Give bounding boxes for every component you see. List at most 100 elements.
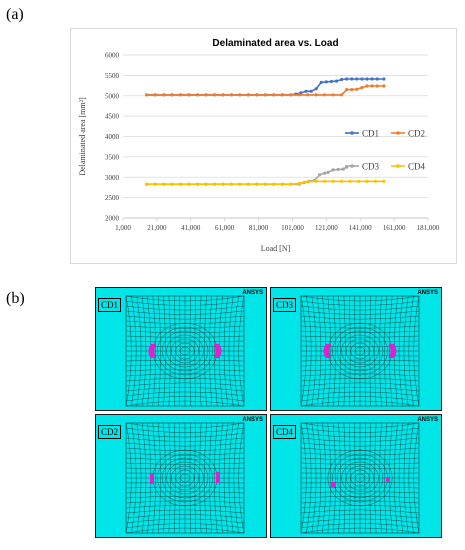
- y-tick-label: 3500: [105, 153, 120, 161]
- data-point-cd4: [145, 182, 149, 186]
- x-tick-label: 121,000: [315, 224, 338, 232]
- mesh-tag: CD1: [98, 298, 122, 312]
- data-point-cd4: [323, 179, 327, 183]
- mesh-lines: [300, 295, 420, 407]
- data-point-cd3: [336, 167, 340, 172]
- x-tick-label: 141,000: [349, 224, 372, 232]
- data-point-cd2: [340, 93, 344, 97]
- data-point-cd2: [187, 93, 191, 97]
- data-point-cd1: [304, 89, 308, 93]
- mesh-panel-cd4: CD4 ANSYS: [270, 414, 442, 538]
- data-point-cd2: [272, 93, 276, 97]
- data-point-cd1: [319, 80, 323, 84]
- legend-label-cd3: CD3: [362, 162, 380, 172]
- damage-patch-left: [331, 482, 335, 487]
- data-point-cd2: [179, 93, 183, 97]
- ansys-logo: ANSYS: [417, 417, 438, 423]
- data-point-cd4: [365, 179, 369, 183]
- data-point-cd1: [309, 89, 313, 93]
- data-point-cd1: [329, 79, 333, 84]
- legend-marker-cd4: [396, 164, 400, 168]
- mesh-tag: CD3: [273, 298, 297, 312]
- data-point-cd2: [263, 93, 267, 97]
- damage-patch-right: [389, 344, 397, 358]
- data-point-cd1: [360, 77, 364, 81]
- data-point-cd2: [350, 88, 354, 92]
- plate-outline: [300, 295, 420, 407]
- data-point-cd4: [221, 182, 225, 186]
- y-tick-label: 3000: [105, 174, 120, 182]
- data-point-cd1: [334, 79, 339, 83]
- y-tick-label: 2500: [105, 194, 120, 202]
- mesh-grid: [300, 422, 420, 534]
- data-point-cd4: [196, 182, 200, 186]
- data-point-cd2: [255, 93, 259, 97]
- data-point-cd2: [365, 84, 369, 88]
- legend-marker-cd3: [350, 164, 354, 168]
- data-point-cd4: [297, 181, 301, 185]
- data-point-cd4: [340, 179, 344, 183]
- y-tick-label: 2000: [105, 215, 120, 223]
- damage-patch-right: [214, 344, 222, 358]
- data-point-cd4: [162, 182, 166, 186]
- y-tick-label: 6000: [105, 52, 120, 60]
- mesh-rings: [152, 322, 218, 380]
- x-axis-title: Load [N]: [261, 244, 291, 253]
- data-point-cd4: [356, 179, 361, 183]
- mesh-lines: [300, 422, 420, 534]
- data-point-cd2: [229, 93, 233, 97]
- data-point-cd2: [345, 88, 349, 92]
- mesh-panel-cd1: CD1 ANSYS: [95, 287, 267, 411]
- data-point-cd2: [196, 93, 200, 97]
- data-point-cd2: [355, 87, 359, 91]
- data-point-cd4: [373, 179, 378, 183]
- data-point-cd1: [314, 87, 318, 91]
- data-point-cd4: [246, 182, 250, 186]
- data-point-cd4: [263, 182, 267, 186]
- data-point-cd1: [345, 77, 349, 81]
- mesh-lines: [125, 295, 245, 407]
- mesh-rings: [327, 449, 393, 507]
- ansys-logo: ANSYS: [242, 417, 263, 423]
- panel-label-b: (b): [6, 290, 25, 307]
- data-point-cd4: [272, 182, 276, 186]
- data-point-cd4: [229, 182, 233, 186]
- data-point-cd2: [153, 93, 157, 97]
- data-point-cd2: [306, 93, 310, 97]
- data-point-cd2: [162, 93, 166, 97]
- y-axis-title: Delaminated area [mm²]: [78, 97, 87, 176]
- damage-patch-left: [150, 473, 154, 484]
- mesh-lines: [125, 422, 245, 534]
- plate-outline: [125, 422, 245, 534]
- legend-marker-cd1: [350, 131, 354, 135]
- y-tick-label: 5500: [105, 72, 120, 80]
- data-point-cd2: [221, 93, 225, 97]
- damage-patch-left: [148, 344, 156, 358]
- data-point-cd2: [238, 93, 242, 97]
- data-point-cd2: [370, 84, 374, 88]
- data-point-cd3: [331, 168, 335, 172]
- data-point-cd4: [170, 182, 174, 186]
- legend-label-cd1: CD1: [362, 129, 379, 139]
- damage-patch-right: [386, 477, 390, 482]
- data-point-cd3: [323, 171, 327, 175]
- x-tick-label: 181,000: [417, 224, 440, 232]
- data-point-cd2: [204, 93, 208, 97]
- x-tick-label: 1,000: [115, 224, 131, 232]
- mesh-grid: [125, 422, 245, 534]
- data-point-cd1: [324, 80, 328, 84]
- panel-label-a: (a): [6, 6, 24, 23]
- ansys-logo: ANSYS: [417, 290, 438, 296]
- x-tick-label: 41,000: [181, 224, 201, 232]
- data-point-cd2: [212, 93, 217, 97]
- data-point-cd4: [238, 182, 242, 186]
- damage-patch-left: [323, 344, 331, 358]
- data-point-cd2: [170, 93, 174, 97]
- data-point-cd4: [255, 182, 259, 186]
- data-point-cd2: [280, 93, 284, 97]
- data-point-cd4: [314, 179, 318, 183]
- data-point-cd3: [318, 173, 322, 177]
- data-point-cd2: [382, 84, 386, 88]
- data-point-cd2: [314, 93, 318, 97]
- data-point-cd1: [365, 77, 369, 81]
